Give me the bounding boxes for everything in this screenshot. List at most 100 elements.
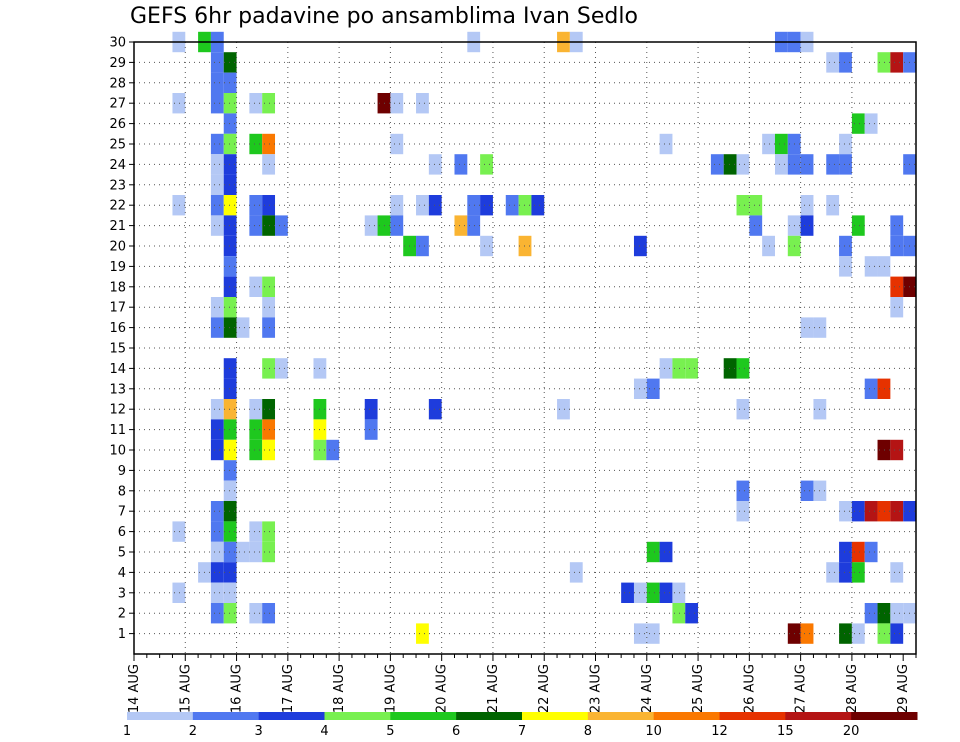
x-tick-label: 14 AUG [127,664,142,713]
colorbar-label: 15 [777,724,794,739]
heatmap-cell [364,399,378,420]
heatmap-cell [223,174,237,195]
heatmap-cell [249,521,263,542]
heatmap-cell [839,501,852,522]
heatmap-cell [736,399,750,420]
heatmap-cell [249,195,263,216]
heatmap-cell [210,174,224,195]
heatmap-cell [723,154,737,175]
y-tick-label: 14 [109,362,126,377]
colorbar-swatch [785,712,852,720]
heatmap-cell [839,541,852,563]
colorbar-swatch [653,712,720,720]
y-tick-label: 7 [118,505,126,520]
heatmap-cell [851,623,865,644]
heatmap-cell [210,521,224,542]
heatmap-cell [480,154,493,175]
x-tick-label: 25 AUG [691,664,706,713]
heatmap-cell [646,541,660,563]
heatmap-cell [210,439,224,461]
heatmap-cell [223,603,237,624]
heatmap-cell [890,603,904,624]
heatmap-cell [851,562,865,583]
heatmap-cell [864,256,878,277]
heatmap-cell [223,235,237,257]
heatmap-cell [172,195,186,216]
y-tick-label: 2 [118,607,126,622]
y-tick-label: 8 [118,484,126,499]
heatmap-cell [262,603,276,624]
heatmap-cell [249,419,263,440]
colorbar-label: 12 [711,724,728,739]
y-tick-label: 27 [109,97,126,112]
y-tick-label: 1 [118,627,126,642]
heatmap-cell [454,215,468,236]
y-tick-label: 15 [109,342,126,357]
x-tick-label: 22 AUG [537,664,552,713]
heatmap-cell [249,93,263,114]
heatmap-cell [262,297,276,318]
colorbar-label: 10 [645,724,662,739]
heatmap-cell [839,235,852,257]
heatmap-cell [864,113,878,134]
heatmap-cell [223,541,237,563]
heatmap-cell [262,317,276,338]
heatmap-cell [210,215,224,236]
heatmap-cell [762,133,775,155]
heatmap-cell [851,541,865,563]
heatmap-cell [839,256,852,277]
heatmap-cell [710,154,724,175]
heatmap-cell [633,623,647,644]
heatmap-cell [377,93,391,114]
heatmap-cell [416,623,429,644]
heatmap-cell [223,256,237,277]
heatmap-cell [480,235,493,257]
heatmap-cell [172,93,186,114]
heatmap-cell [390,215,404,236]
heatmap-cell [390,195,404,216]
heatmap-cell [210,297,224,318]
heatmap-cell [223,419,237,440]
heatmap-cell [467,215,481,236]
colorbar-label: 7 [518,724,526,739]
heatmap-cell [172,521,186,542]
heatmap-cell [890,235,904,257]
x-tick-label: 23 AUG [589,664,604,713]
heatmap-cell [839,154,852,175]
colorbar: 1 2 3 4 5 6 7 8 10 12 15 20 [123,712,918,739]
heatmap-cell [262,358,276,379]
heatmap-cell [480,195,493,216]
heatmap-cell [800,195,814,216]
heatmap-cell [416,195,429,216]
heatmap-cell [672,582,686,603]
heatmap-cell [890,52,904,73]
y-tick-label: 25 [109,138,126,153]
heatmap-cell [839,133,852,155]
colorbar-label: 20 [843,724,860,739]
heatmap-cell [249,541,263,563]
heatmap-cell [505,195,519,216]
heatmap-cell [877,501,891,522]
colorbar-swatch [456,712,523,720]
heatmap-cell [223,72,237,93]
colorbar-label: 6 [452,724,460,739]
y-tick-label: 29 [109,56,126,71]
heatmap-cell [428,399,442,420]
heatmap-cell [249,276,263,297]
heatmap-cell [800,623,814,644]
heatmap-cell [800,154,814,175]
heatmap-cell [210,419,224,440]
colorbar-label: 1 [123,724,131,739]
heatmap-cell [223,215,237,236]
heatmap-cell [236,317,250,338]
heatmap-cell [685,358,699,379]
heatmap-cell [223,439,237,461]
y-tick-label: 24 [109,158,126,173]
heatmap-cell [210,133,224,155]
x-tick-label: 16 AUG [230,664,245,713]
heatmap-cell [223,521,237,542]
y-tick-label: 19 [109,260,126,275]
heatmap-cell [749,195,763,216]
heatmap-cell [223,113,237,134]
heatmap-cell [877,256,891,277]
